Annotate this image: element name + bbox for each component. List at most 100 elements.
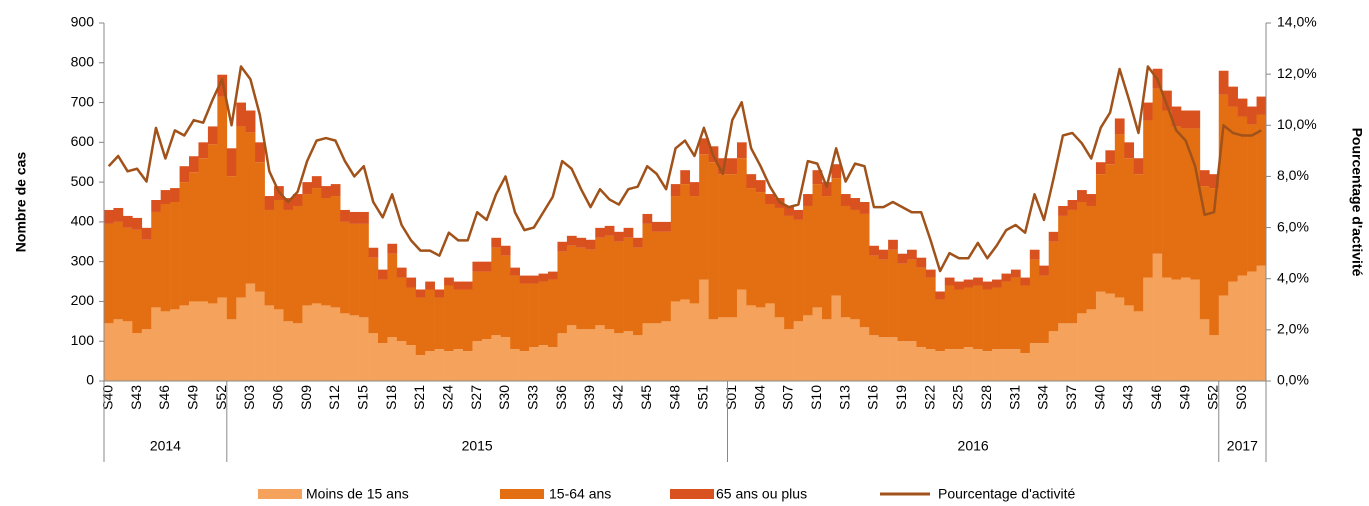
legend-swatch — [500, 489, 544, 499]
bar-segment — [1114, 297, 1125, 381]
bar-segment — [510, 349, 520, 381]
bar-segment — [642, 213, 653, 224]
bar-segment — [1039, 343, 1050, 381]
bar-segment — [368, 257, 379, 334]
bar-segment — [396, 341, 407, 381]
x-tick-label: S33 — [525, 385, 541, 410]
bar-segment — [1143, 120, 1153, 278]
bar-segment — [614, 241, 624, 334]
bar-segment — [500, 245, 511, 256]
bar-segment — [1048, 231, 1059, 242]
bar-segment — [340, 221, 350, 314]
bar-segment — [755, 192, 766, 308]
year-label: 2017 — [1227, 438, 1258, 454]
x-tick-label: S37 — [1063, 385, 1079, 410]
bar-segment — [132, 217, 143, 230]
bar-segment — [736, 289, 747, 381]
x-tick-label: S28 — [978, 385, 994, 410]
bar-segment — [255, 291, 265, 381]
bar-segment — [821, 182, 832, 197]
x-tick-label: S16 — [865, 385, 881, 410]
bar-segment — [1199, 186, 1210, 320]
bar-segment — [859, 213, 870, 328]
bar-segment — [1199, 319, 1210, 381]
bar-segment — [425, 281, 435, 290]
bar-segment — [1209, 188, 1220, 336]
bar-segment — [793, 219, 804, 322]
bar-segment — [444, 285, 454, 352]
bar-segment — [1001, 281, 1012, 350]
y-tick-label: 900 — [71, 14, 95, 30]
bar-segment — [935, 299, 946, 352]
x-tick-label: S22 — [921, 385, 937, 410]
bar-segment — [104, 209, 114, 224]
bar-segment — [1171, 279, 1182, 381]
bar-segment — [718, 174, 728, 318]
bar-segment — [907, 341, 917, 381]
y-tick-label: 700 — [71, 93, 95, 109]
bar-segment — [821, 196, 832, 320]
x-tick-label: S12 — [326, 385, 342, 410]
bar-segment — [236, 126, 247, 298]
bar-segment — [803, 315, 813, 381]
bar-segment — [321, 186, 332, 199]
bar-segment — [264, 305, 275, 381]
x-tick-label: S03 — [1233, 385, 1249, 410]
bar-segment — [973, 349, 983, 381]
bar-segment — [415, 289, 426, 298]
line — [107, 65, 1262, 273]
bar-segment — [595, 325, 605, 381]
bar-segment — [1105, 150, 1116, 165]
bar-segment — [274, 309, 284, 381]
x-tick-label: S01 — [723, 385, 739, 410]
bar-segment — [141, 239, 152, 330]
bar-segment — [1218, 94, 1229, 296]
bar-segment — [462, 289, 473, 352]
bar-segment — [935, 291, 946, 300]
year-label: 2016 — [958, 438, 989, 454]
bar-segment — [104, 223, 114, 324]
bar-segment — [160, 190, 171, 204]
bar-segment — [1237, 275, 1248, 381]
bar-segment — [576, 247, 587, 330]
bar-segment — [699, 154, 709, 280]
bar-segment — [992, 349, 1002, 381]
bar-segment — [963, 347, 974, 381]
bar-segment — [916, 267, 927, 348]
bar-segment — [1180, 128, 1191, 278]
bar-segment — [680, 299, 691, 381]
bar-segment — [311, 188, 322, 304]
bar-segment — [1162, 110, 1172, 278]
bar-segment — [236, 297, 247, 381]
bar-segment — [122, 321, 133, 381]
bar-segment — [774, 317, 785, 381]
x-tick-label: S39 — [581, 385, 597, 410]
bar-segment — [321, 198, 332, 306]
y-axis-title: Nombre de cas — [13, 152, 29, 253]
bar-segment — [141, 329, 152, 381]
bar-segment — [718, 317, 728, 381]
bar-segment — [992, 279, 1002, 288]
bar-segment — [1171, 106, 1182, 127]
bar-segment — [349, 315, 360, 381]
bar-segment — [755, 180, 766, 193]
bar-segment — [217, 96, 228, 298]
bar-segment — [736, 142, 747, 159]
y2-tick-label: 4,0% — [1277, 269, 1309, 285]
y2-tick-label: 8,0% — [1277, 167, 1309, 183]
bar-segment — [850, 319, 861, 381]
bar-segment — [1218, 295, 1229, 381]
x-tick-label: S34 — [1035, 385, 1051, 410]
bar-segment — [840, 205, 851, 318]
bar-segment — [226, 148, 237, 177]
bar-segment — [481, 271, 492, 340]
bar-segment — [1162, 277, 1172, 381]
bar-segment — [1247, 271, 1257, 381]
bar-segment — [548, 347, 558, 381]
bar-segment — [746, 305, 757, 381]
bar-segment — [330, 307, 341, 381]
bar-segment — [869, 245, 879, 256]
bar-segment — [689, 182, 700, 197]
bar-segment — [992, 287, 1002, 350]
bar-segment — [425, 351, 435, 381]
